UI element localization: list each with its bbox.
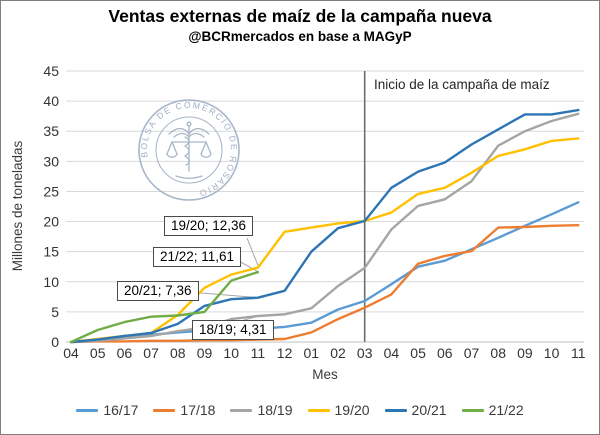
callout-21-22: 21/22; 11,61 — [153, 247, 242, 267]
y-tick-label: 15 — [43, 244, 59, 260]
series-line-18-19 — [69, 112, 580, 344]
legend-swatch — [461, 408, 484, 412]
callout-19-20: 19/20; 12,36 — [164, 216, 254, 236]
legend-item-19-20: 19/20 — [307, 402, 370, 418]
x-tick-label: 04 — [63, 345, 79, 361]
legend-label: 16/17 — [103, 402, 139, 418]
x-tick-label: 09 — [197, 345, 213, 361]
legend-item-18-19: 18/19 — [230, 402, 293, 418]
x-tick-label: 07 — [143, 345, 159, 361]
chart-subtitle: @BCRmercados en base a MAGyP — [188, 28, 412, 44]
series-line-19-20 — [69, 137, 580, 344]
x-tick-label: 03 — [357, 345, 373, 361]
x-tick-label: 05 — [90, 345, 106, 361]
bcr-logo: BOLSA DE COMERCIO DE ROSARIO — [138, 99, 240, 201]
legend-item-16-17: 16/17 — [76, 402, 138, 418]
series-line-21-22 — [69, 270, 260, 344]
x-tick-label: 05 — [410, 345, 426, 361]
legend-label: 18/19 — [257, 402, 293, 418]
x-tick-label: 06 — [117, 345, 133, 361]
legend-label: 21/22 — [488, 402, 524, 418]
campaign-start-label: Inicio de la campaña de maíz — [374, 77, 550, 92]
y-tick-label: 20 — [43, 214, 59, 230]
legend-item-17-18: 17/18 — [153, 402, 215, 418]
x-tick-label: 10 — [223, 345, 239, 361]
logo-outer-ring — [138, 99, 240, 201]
legend-swatch — [153, 408, 176, 412]
y-tick-label: 45 — [43, 63, 59, 79]
legend-item-20-21: 20/21 — [384, 402, 447, 418]
legend-label: 17/18 — [180, 402, 216, 418]
legend-swatch — [76, 408, 99, 412]
y-tick-label: 25 — [43, 183, 59, 199]
x-tick-label: 11 — [571, 345, 586, 361]
callout-20-21: 20/21; 7,36 — [117, 281, 199, 301]
x-tick-label: 10 — [544, 345, 560, 361]
legend-item-21-22: 21/22 — [461, 402, 524, 418]
y-tick-label: 35 — [43, 123, 59, 139]
x-axis-title: Mes — [312, 367, 338, 382]
legend-swatch — [307, 408, 330, 412]
y-tick-label: 10 — [43, 274, 59, 290]
y-tick-label: 0 — [51, 334, 59, 350]
x-tick-label: 09 — [517, 345, 533, 361]
title-block: Ventas externas de maíz de la campaña nu… — [1, 6, 599, 46]
series-line-17-18 — [69, 223, 580, 344]
series-line-16-17 — [69, 201, 580, 344]
legend-swatch — [384, 408, 407, 412]
legend-swatch — [230, 408, 253, 412]
legend-label: 19/20 — [334, 402, 370, 418]
logo-inner-ring — [155, 116, 223, 184]
x-tick-label: 06 — [437, 345, 453, 361]
x-tick-label: 02 — [330, 345, 346, 361]
legend-label: 20/21 — [411, 402, 447, 418]
chart-title: Ventas externas de maíz de la campaña nu… — [108, 6, 492, 26]
x-tick-label: 07 — [464, 345, 480, 361]
chart-legend: 16/17 17/18 18/19 19/20 20/21 21/22 — [1, 402, 599, 418]
x-tick-label: 01 — [304, 345, 320, 361]
x-tick-label: 12 — [277, 345, 293, 361]
series-line-20-21 — [69, 108, 580, 344]
x-tick-label: 08 — [170, 345, 186, 361]
callout-leader-line — [246, 237, 260, 268]
y-tick-label: 40 — [43, 93, 59, 109]
y-tick-label: 30 — [43, 153, 59, 169]
x-tick-label: 08 — [490, 345, 506, 361]
caduceus-scales-icon — [166, 121, 212, 179]
x-tick-label: 11 — [251, 345, 266, 361]
callout-18-19: 18/19; 4,31 — [192, 320, 274, 340]
y-tick-label: 5 — [51, 304, 59, 320]
x-tick-label: 04 — [384, 345, 400, 361]
